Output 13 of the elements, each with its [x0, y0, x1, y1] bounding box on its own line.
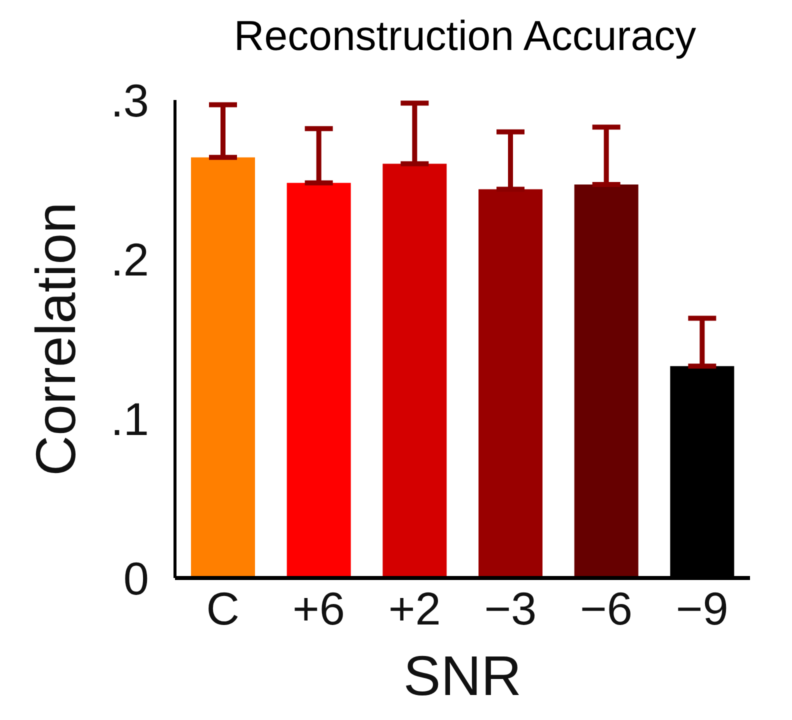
y-tick-label: .3: [110, 74, 149, 126]
x-axis-title: SNR: [402, 644, 523, 708]
chart-title: Reconstruction Accuracy: [232, 12, 698, 60]
y-tick-label: 0: [123, 552, 149, 604]
x-tick-label: −9: [676, 582, 728, 635]
x-tick-label: C: [206, 582, 240, 635]
x-tick-label: −3: [484, 582, 537, 635]
y-axis-title: Correlation: [24, 202, 88, 476]
x-tick-label: +6: [292, 582, 345, 635]
y-tick-label: .2: [110, 234, 149, 286]
y-tick-label: .1: [110, 392, 149, 445]
x-tick-label: +2: [388, 582, 441, 635]
x-tick-label: −6: [580, 582, 632, 635]
